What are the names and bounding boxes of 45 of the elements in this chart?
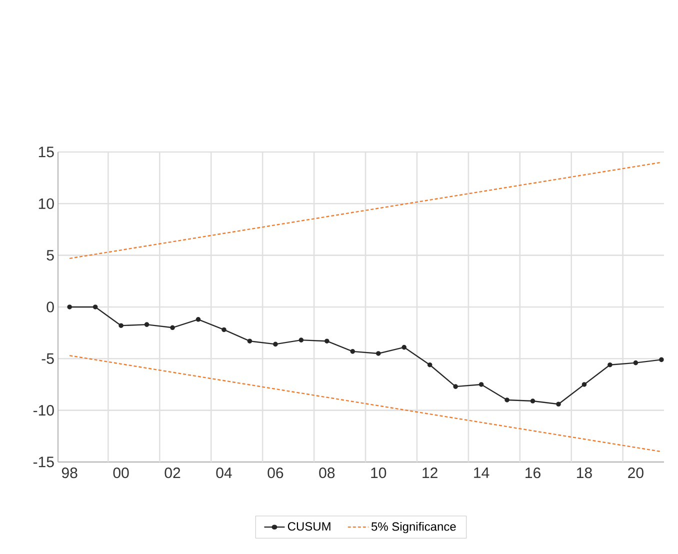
point bbox=[402, 344, 407, 350]
y-tick-label: -5 bbox=[42, 353, 54, 364]
point bbox=[273, 342, 278, 347]
x-tick-label: 12 bbox=[422, 468, 438, 478]
x-tick-label: 18 bbox=[577, 468, 592, 478]
point bbox=[222, 327, 226, 332]
point bbox=[633, 360, 638, 366]
y-tick-label: -10 bbox=[33, 405, 54, 416]
x-tick-label: 06 bbox=[268, 468, 284, 478]
x-tick-label: 08 bbox=[319, 468, 335, 478]
point bbox=[556, 402, 561, 407]
point bbox=[504, 398, 510, 402]
point bbox=[376, 351, 381, 356]
x-tick-label: 04 bbox=[216, 468, 232, 478]
point bbox=[582, 382, 587, 387]
point bbox=[144, 322, 150, 327]
point bbox=[608, 362, 612, 368]
point bbox=[247, 338, 252, 344]
point bbox=[427, 362, 432, 368]
y-tick-label: -15 bbox=[33, 456, 54, 468]
x-tick-label: 00 bbox=[113, 468, 129, 478]
point bbox=[659, 357, 664, 362]
legend-label: CUSUM bbox=[288, 522, 330, 531]
y-tick-label: 0 bbox=[46, 302, 54, 312]
y-tick-label: 10 bbox=[38, 198, 54, 209]
y-tick-label: 5 bbox=[46, 250, 54, 261]
x-tick-label: 02 bbox=[164, 468, 180, 478]
legend-label: 5% Significance bbox=[371, 522, 456, 534]
point bbox=[350, 349, 356, 354]
x-tick-label: 98 bbox=[62, 468, 78, 478]
point bbox=[530, 398, 536, 404]
point bbox=[196, 316, 201, 322]
point bbox=[453, 384, 458, 389]
point bbox=[118, 323, 124, 328]
x-tick-label: 16 bbox=[526, 468, 540, 478]
point bbox=[170, 325, 175, 330]
point bbox=[92, 304, 98, 310]
y-tick-label: 15 bbox=[38, 146, 54, 158]
point bbox=[67, 304, 72, 310]
x-tick-label: 14 bbox=[474, 468, 490, 478]
point bbox=[478, 382, 484, 387]
x-tick-label: 10 bbox=[371, 468, 386, 478]
x-tick-label: 20 bbox=[628, 468, 644, 478]
point bbox=[298, 338, 304, 342]
point bbox=[324, 338, 330, 344]
